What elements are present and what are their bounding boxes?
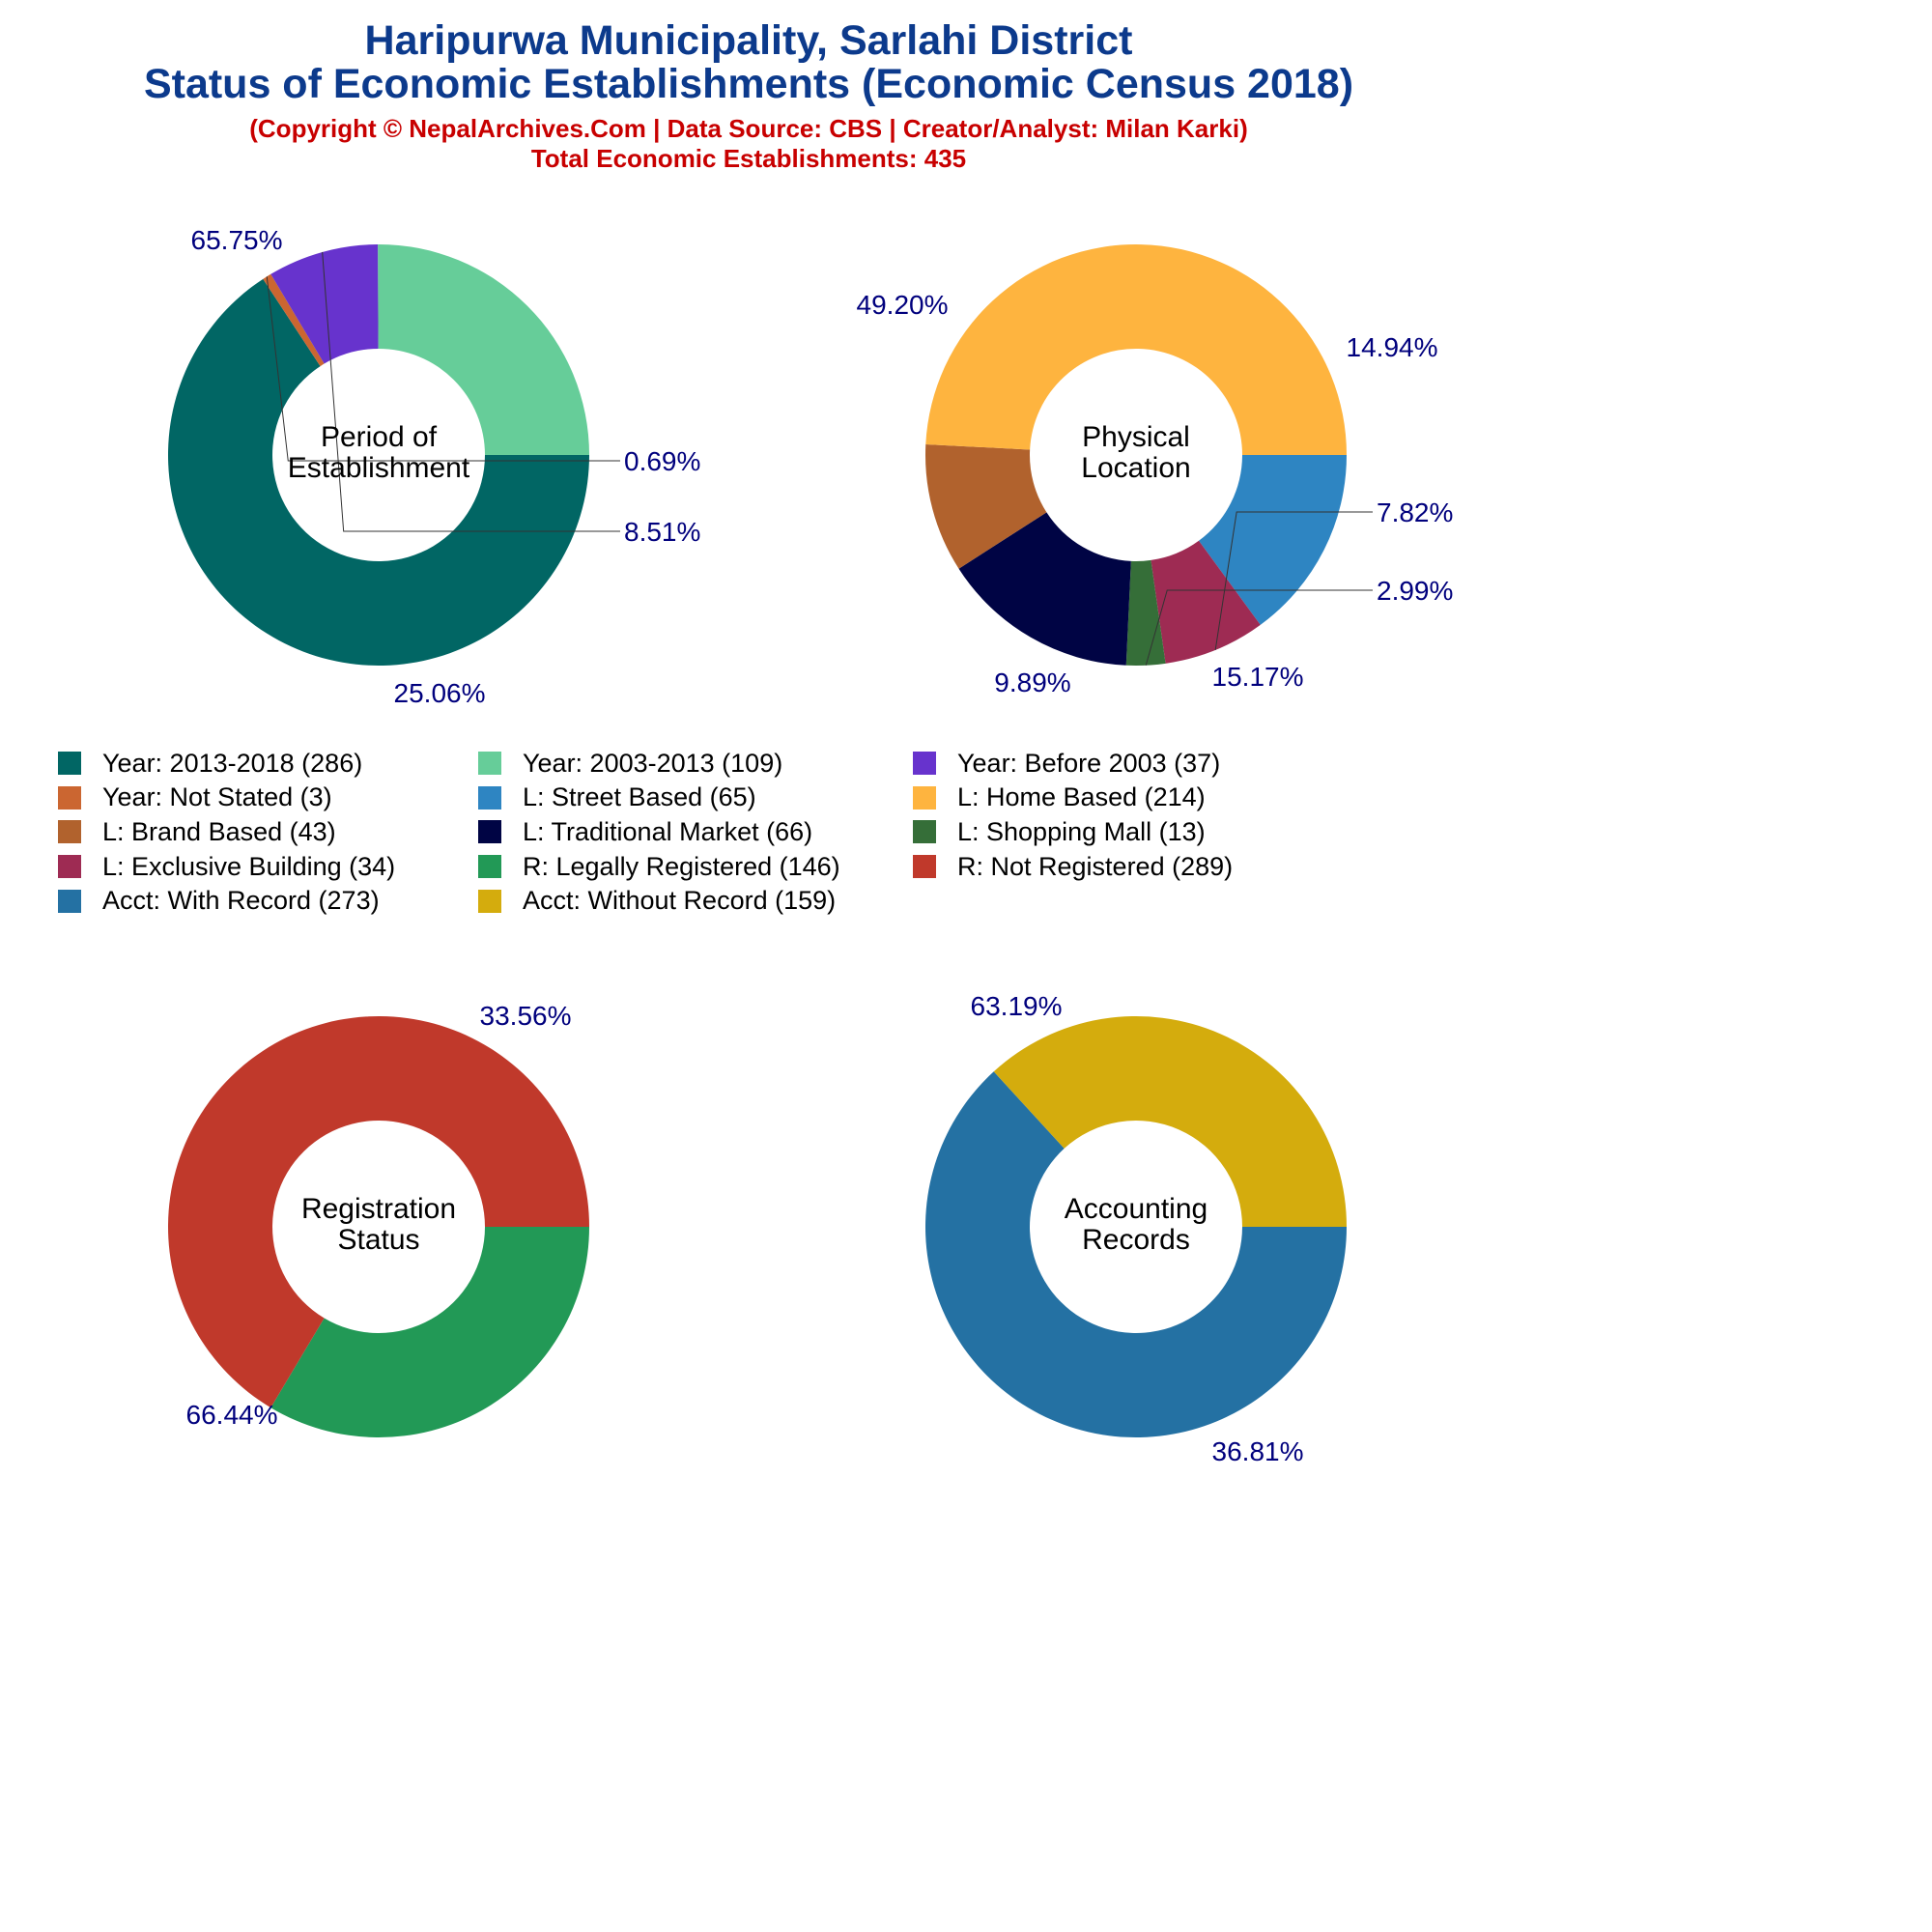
legend-item: Year: 2003-2013 (109)	[478, 749, 782, 778]
legend-item: L: Shopping Mall (13)	[913, 817, 1206, 846]
chart-subtitle: (Copyright © NepalArchives.Com | Data So…	[0, 114, 1497, 173]
legend-label: R: Not Registered (289)	[957, 851, 1234, 881]
center-label: Status	[337, 1224, 419, 1256]
percent-label: 7.82%	[1377, 497, 1453, 527]
legend-label: Acct: Without Record (159)	[523, 886, 837, 916]
legend-swatch	[478, 752, 501, 775]
legend-item: L: Brand Based (43)	[58, 817, 336, 846]
center-label: Period of	[321, 421, 438, 453]
center-label: Accounting	[1065, 1193, 1208, 1225]
donut-slice	[167, 1015, 589, 1408]
donut-slice	[924, 443, 1047, 569]
percent-label: 66.44%	[186, 1400, 278, 1430]
legend-label: L: Traditional Market (66)	[523, 816, 813, 846]
donut-slice	[270, 1227, 589, 1437]
percent-label: 8.51%	[624, 517, 700, 547]
percent-label: 9.89%	[994, 668, 1070, 697]
subtitle-line-2: Total Economic Establishments: 435	[530, 143, 967, 173]
percent-label: 0.69%	[624, 446, 700, 476]
center-label: Location	[1081, 452, 1190, 484]
legend-label: L: Shopping Mall (13)	[957, 816, 1206, 846]
legend-swatch	[478, 855, 501, 879]
donut-slice	[925, 244, 1347, 455]
legend-swatch	[58, 785, 81, 810]
title-line-2: Status of Economic Establishments (Econo…	[143, 61, 1354, 108]
legend-swatch	[58, 820, 81, 844]
percent-label: 14.94%	[1347, 332, 1438, 362]
label-leader-line	[1145, 589, 1373, 666]
subtitle-line-1: (Copyright © NepalArchives.Com | Data So…	[249, 114, 1248, 144]
legend-swatch	[58, 855, 81, 879]
label-leader-line	[1214, 511, 1373, 651]
legend-swatch	[478, 820, 501, 844]
donut-slice	[993, 1016, 1347, 1227]
donut-chart-1: 65.75% 0.69% 8.51% 25.06% Period ofEstablish…	[167, 225, 700, 708]
center-label: Records	[1082, 1224, 1190, 1256]
chart-title: Haripurwa Municipality, Sarlahi District…	[0, 17, 1497, 108]
legend-swatch	[913, 785, 936, 810]
legend-label: Acct: With Record (273)	[102, 886, 380, 916]
percent-label: 49.20%	[857, 290, 949, 320]
label-leader-line	[266, 276, 620, 462]
legend-swatch	[913, 752, 936, 775]
label-leader-line	[322, 251, 620, 532]
percent-label: 15.17%	[1212, 662, 1304, 692]
percent-label: 36.81%	[1212, 1436, 1304, 1466]
center-label: Establishment	[288, 452, 470, 484]
donut-chart-2: 14.94% 7.82% 2.99% 15.17% 9.89% 49.20% Physica…	[857, 244, 1453, 697]
donut-charts: 65.75% 0.69% 8.51% 25.06% Period ofEstablish…	[167, 225, 1453, 1466]
legend-label: L: Brand Based (43)	[102, 816, 336, 846]
legend-item: R: Not Registered (289)	[913, 852, 1233, 881]
legend-swatch	[913, 820, 936, 844]
legend-swatch	[58, 752, 81, 775]
legend-item: R: Legally Registered (146)	[478, 852, 840, 881]
legend-item: L: Home Based (214)	[913, 782, 1206, 812]
donut-slice	[1125, 559, 1166, 666]
chart-header: Haripurwa Municipality, Sarlahi District…	[0, 0, 1497, 174]
legend-item: L: Exclusive Building (34)	[58, 852, 395, 881]
donut-slice	[1151, 540, 1261, 664]
legend-label: R: Legally Registered (146)	[523, 851, 840, 881]
legend-swatch	[913, 855, 936, 879]
percent-label: 25.06%	[394, 678, 486, 708]
legend-label: Year: 2013-2018 (286)	[102, 748, 363, 778]
legend-item: Year: Before 2003 (37)	[913, 749, 1220, 778]
legend-swatch	[478, 889, 501, 913]
legend-item: Acct: Without Record (159)	[478, 886, 837, 916]
legend-item: Year: Not Stated (3)	[58, 782, 332, 812]
legend-label: L: Street Based (65)	[523, 782, 756, 812]
legend-swatch	[478, 785, 501, 810]
percent-label: 33.56%	[480, 1001, 572, 1031]
percent-label: 2.99%	[1377, 576, 1453, 606]
donut-slice	[263, 273, 325, 367]
donut-slice	[924, 1071, 1347, 1437]
title-line-1: Haripurwa Municipality, Sarlahi District	[364, 17, 1133, 64]
legend-item: Year: 2013-2018 (286)	[58, 749, 362, 778]
donut-slice	[270, 244, 379, 364]
legend-item: L: Traditional Market (66)	[478, 817, 812, 846]
legend-label: Year: Before 2003 (37)	[957, 748, 1221, 778]
donut-slice	[378, 244, 589, 455]
legend-label: L: Home Based (214)	[957, 782, 1206, 812]
legend-label: Year: Not Stated (3)	[102, 782, 332, 812]
donut-slice	[167, 278, 589, 666]
center-label: Physical	[1082, 421, 1190, 453]
legend-item: L: Street Based (65)	[478, 782, 756, 812]
legend-item: Acct: With Record (273)	[58, 886, 380, 916]
legend-swatch	[58, 889, 81, 913]
percent-label: 63.19%	[971, 991, 1063, 1021]
legend-label: L: Exclusive Building (34)	[102, 851, 396, 881]
percent-label: 65.75%	[191, 225, 283, 255]
legend-label: Year: 2003-2013 (109)	[523, 748, 783, 778]
donut-slice	[958, 512, 1131, 666]
center-label: Registration	[301, 1193, 456, 1225]
donut-slice	[1198, 455, 1347, 625]
